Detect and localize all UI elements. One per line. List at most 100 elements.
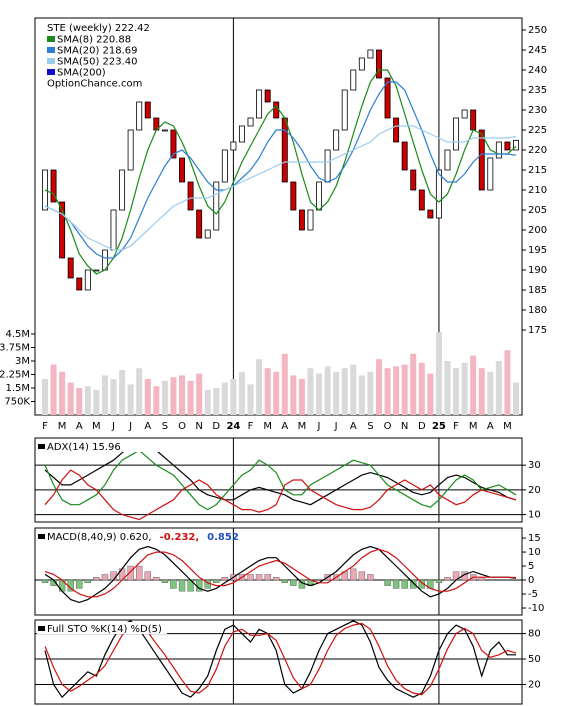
x-tick-label: J — [334, 421, 338, 432]
x-tick-label: A — [76, 421, 83, 432]
candle — [341, 89, 348, 131]
y-tick-label: 2.25M — [0, 370, 30, 381]
histogram-bar — [264, 574, 271, 581]
volume-bar — [136, 368, 143, 415]
histogram-bar — [221, 577, 229, 581]
candle — [230, 141, 237, 151]
y-tick-label: 80 — [528, 629, 541, 640]
y-tick-label: 245 — [528, 45, 547, 56]
histogram-bar — [281, 579, 288, 584]
x-tick-label: N — [401, 421, 408, 432]
candle — [333, 129, 340, 151]
volume-bar — [179, 375, 186, 415]
histogram-bar — [290, 579, 297, 586]
candle — [247, 117, 254, 127]
histogram-bar — [350, 568, 357, 581]
title-swatch — [38, 534, 45, 539]
y-tick-label: 3.75M — [0, 343, 30, 354]
panel-frame — [34, 437, 523, 523]
legend-swatch — [47, 69, 55, 75]
candle — [179, 157, 185, 183]
y-tick-label: 10 — [528, 510, 541, 521]
candle — [418, 189, 425, 211]
volume-bar — [238, 371, 245, 415]
volume-bar — [101, 375, 108, 415]
volume-bar — [76, 388, 83, 415]
legend-label: SMA(200) — [57, 68, 106, 79]
volume-bar — [495, 361, 502, 415]
title-swatch — [38, 626, 45, 631]
legend-label: SMA(50) 223.40 — [57, 57, 138, 68]
y-tick-label: 1.5M — [5, 383, 30, 394]
y-tick-label: 190 — [528, 265, 547, 276]
legend-label: SMA(20) 218.69 — [57, 46, 138, 57]
y-tick-label: 175 — [528, 325, 547, 336]
histogram-bar — [255, 574, 263, 581]
candle — [281, 117, 288, 183]
y-tick-label: 180 — [528, 305, 547, 316]
candle — [350, 69, 357, 91]
candle — [93, 269, 100, 272]
candle — [487, 157, 494, 191]
candle — [504, 141, 511, 151]
histogram-bar — [153, 577, 160, 581]
candle — [136, 101, 143, 131]
y-tick-label: 205 — [528, 205, 547, 216]
y-tick-label: 185 — [528, 285, 547, 296]
histogram-bar — [93, 577, 100, 581]
candle — [461, 109, 468, 119]
x-tick-label: F — [453, 421, 459, 432]
volume-bar — [298, 379, 305, 415]
candle — [401, 141, 408, 171]
line — [44, 449, 517, 511]
volume-bar — [264, 368, 271, 415]
candle — [170, 129, 177, 159]
x-tick-label: J — [111, 421, 115, 432]
candle — [84, 269, 91, 291]
y-tick-label: 0 — [528, 575, 534, 586]
histogram-bar — [178, 579, 186, 592]
y-tick-label: -5 — [528, 589, 538, 600]
candle — [384, 77, 391, 119]
candle — [316, 181, 323, 211]
volume-bar — [127, 384, 134, 415]
volume-bar — [435, 332, 442, 415]
candle — [264, 89, 271, 103]
volume-bar — [290, 375, 297, 415]
x-tick-label: J — [128, 421, 132, 432]
x-tick-label: M — [298, 421, 307, 432]
volume-bar — [50, 364, 57, 415]
volume-bar — [487, 371, 494, 415]
y-tick-label: 235 — [528, 85, 547, 96]
title-part: -0.232, — [160, 532, 200, 543]
volume-bar — [453, 368, 460, 415]
histogram-bar — [358, 571, 366, 581]
candle — [470, 109, 477, 131]
candle — [213, 181, 220, 231]
volume-bar — [144, 379, 151, 415]
legend-swatch — [47, 36, 55, 42]
candle — [187, 181, 194, 211]
histogram-bar — [101, 574, 109, 581]
title-box — [37, 622, 167, 634]
candle — [127, 129, 134, 171]
y-tick-label: 230 — [528, 105, 547, 116]
histogram-bar — [392, 579, 400, 589]
y-tick-label: 15 — [528, 533, 541, 544]
volume-bar — [470, 355, 477, 415]
y-tick-label: 750K — [4, 397, 30, 408]
chart-title: STE (weekly) 222.42 — [47, 23, 150, 34]
volume-bar — [204, 389, 211, 415]
histogram-bar — [110, 571, 117, 581]
candle — [427, 209, 434, 219]
y-tick-label: -10 — [528, 603, 544, 614]
volume-bar — [418, 362, 425, 415]
volume-bar — [427, 373, 434, 415]
x-tick-label: 25 — [432, 421, 446, 432]
histogram-bar — [247, 574, 254, 581]
candle — [161, 129, 168, 132]
x-tick-label: M — [469, 421, 478, 432]
x-tick-label: M — [92, 421, 101, 432]
candle — [358, 57, 365, 71]
volume-bar — [341, 368, 348, 415]
